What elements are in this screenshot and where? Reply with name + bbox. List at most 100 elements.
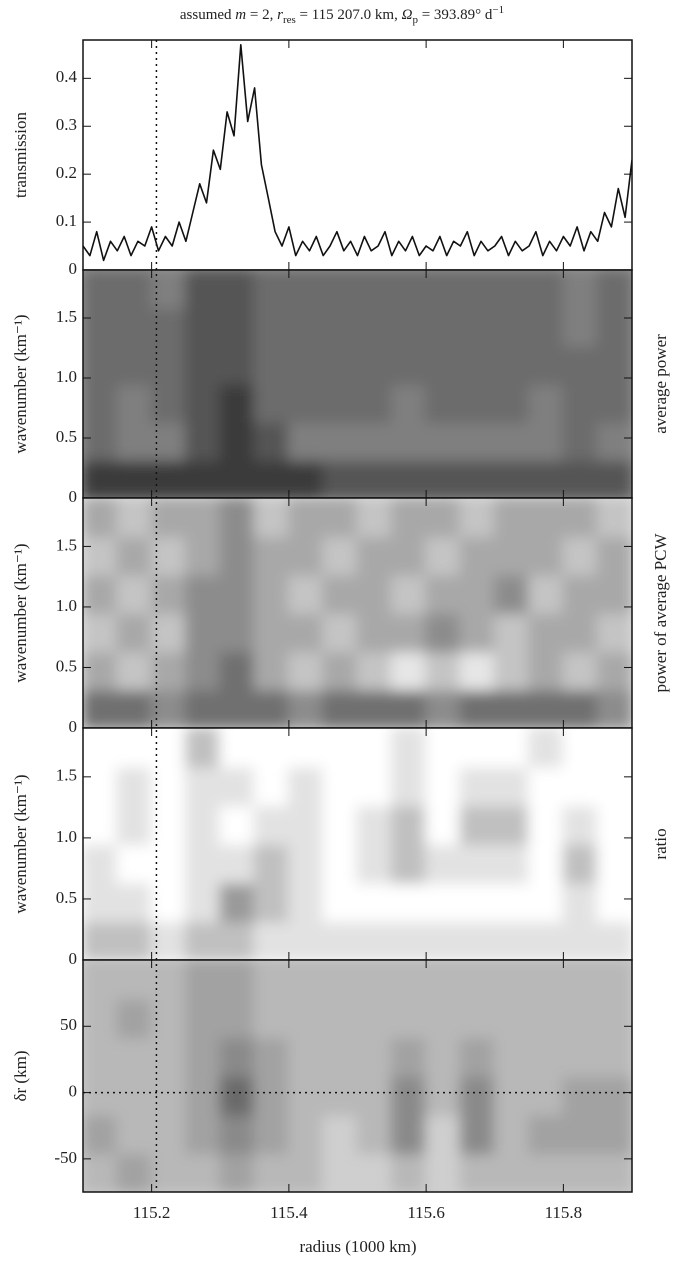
contour-cell [425, 728, 462, 768]
contour-cell [253, 843, 290, 884]
contour-cell [287, 920, 325, 960]
contour-cell [253, 307, 290, 347]
contour-cell [390, 960, 428, 1000]
contour-cell [322, 688, 359, 728]
contour-cell [287, 270, 325, 309]
y-axis-label: wavenumber (km⁻¹) [11, 543, 30, 682]
contour-cell [528, 573, 565, 614]
contour-cell [390, 997, 428, 1039]
contour-cell [459, 421, 496, 461]
contour-map [83, 960, 632, 1192]
contour-cell [322, 804, 359, 845]
contour-cell [253, 1113, 290, 1155]
contour-cell [253, 421, 290, 461]
contour-cell [528, 765, 565, 807]
contour-cell [528, 804, 565, 845]
contour-cell [528, 307, 565, 347]
contour-cell [116, 843, 153, 884]
x-axis-label: radius (1000 km) [299, 1237, 416, 1256]
contour-cell [322, 307, 359, 347]
contour-cell [150, 612, 187, 653]
contour-cell [390, 383, 428, 423]
contour-cell [219, 270, 256, 309]
contour-cell [83, 1075, 119, 1116]
contour-cell [459, 535, 496, 576]
contour-cell [459, 1113, 496, 1155]
contour-cell [356, 612, 393, 653]
contour-cell [253, 688, 290, 728]
contour-cell [596, 688, 632, 728]
contour-cell [287, 997, 325, 1039]
contour-cell [390, 804, 428, 845]
contour-cell [493, 383, 531, 423]
contour-cell [425, 1113, 462, 1155]
contour-cell [562, 728, 599, 768]
contour-cell [528, 881, 565, 923]
contour-cell [596, 881, 632, 923]
contour-cell [459, 383, 496, 423]
contour-cell [219, 345, 256, 385]
contour-cell [322, 997, 359, 1039]
contour-cell [219, 920, 256, 960]
contour-cell [219, 573, 256, 614]
contour-cell [322, 612, 359, 653]
contour-cell [528, 270, 565, 309]
contour-cell [83, 920, 119, 960]
contour-cell [83, 535, 119, 576]
contour-cell [83, 421, 119, 461]
contour-cell [425, 650, 462, 691]
contour-cell [596, 843, 632, 884]
contour-cell [322, 765, 359, 807]
contour-cell [562, 997, 599, 1039]
contour-cell [287, 535, 325, 576]
contour-cell [322, 270, 359, 309]
contour-cell [596, 459, 632, 498]
contour-cell [596, 960, 632, 1000]
contour-cell [356, 920, 393, 960]
contour-cell [356, 650, 393, 691]
contour-cell [322, 1036, 359, 1077]
contour-cell [390, 1036, 428, 1077]
contour-cell [596, 270, 632, 309]
contour-cell [287, 421, 325, 461]
contour-cell [116, 498, 153, 538]
contour-cell [116, 1113, 153, 1155]
contour-cell [356, 1036, 393, 1077]
contour-cell [184, 881, 222, 923]
contour-cell [493, 345, 531, 385]
contour-cell [562, 920, 599, 960]
contour-cell [528, 960, 565, 1000]
contour-cell [83, 650, 119, 691]
contour-cell [184, 573, 222, 614]
contour-cell [83, 459, 119, 498]
contour-cell [356, 1075, 393, 1116]
contour-clip [83, 960, 632, 1192]
contour-cell [83, 688, 119, 728]
contour-cell [528, 843, 565, 884]
contour-cell [596, 804, 632, 845]
y-tick-label: 0 [69, 717, 78, 736]
contour-cell [83, 843, 119, 884]
contour-cell [322, 459, 359, 498]
contour-cell [356, 1113, 393, 1155]
contour-cell [116, 573, 153, 614]
contour-cell [184, 345, 222, 385]
contour-cell [184, 728, 222, 768]
contour-cell [83, 728, 119, 768]
contour-cell [116, 345, 153, 385]
y-tick-label: 0.3 [56, 115, 77, 134]
contour-cell [562, 960, 599, 1000]
contour-cell [184, 843, 222, 884]
contour-cell [287, 459, 325, 498]
contour-cell [253, 573, 290, 614]
title-part: m [235, 7, 246, 23]
side-label: ratio [651, 828, 670, 859]
contour-cell [322, 1152, 359, 1192]
title-part: assumed [180, 7, 235, 23]
contour-cell [596, 1036, 632, 1077]
contour-cell [184, 1152, 222, 1192]
x-tick-label: 115.2 [133, 1203, 171, 1222]
contour-cell [356, 421, 393, 461]
y-tick-label: 0 [69, 259, 78, 278]
